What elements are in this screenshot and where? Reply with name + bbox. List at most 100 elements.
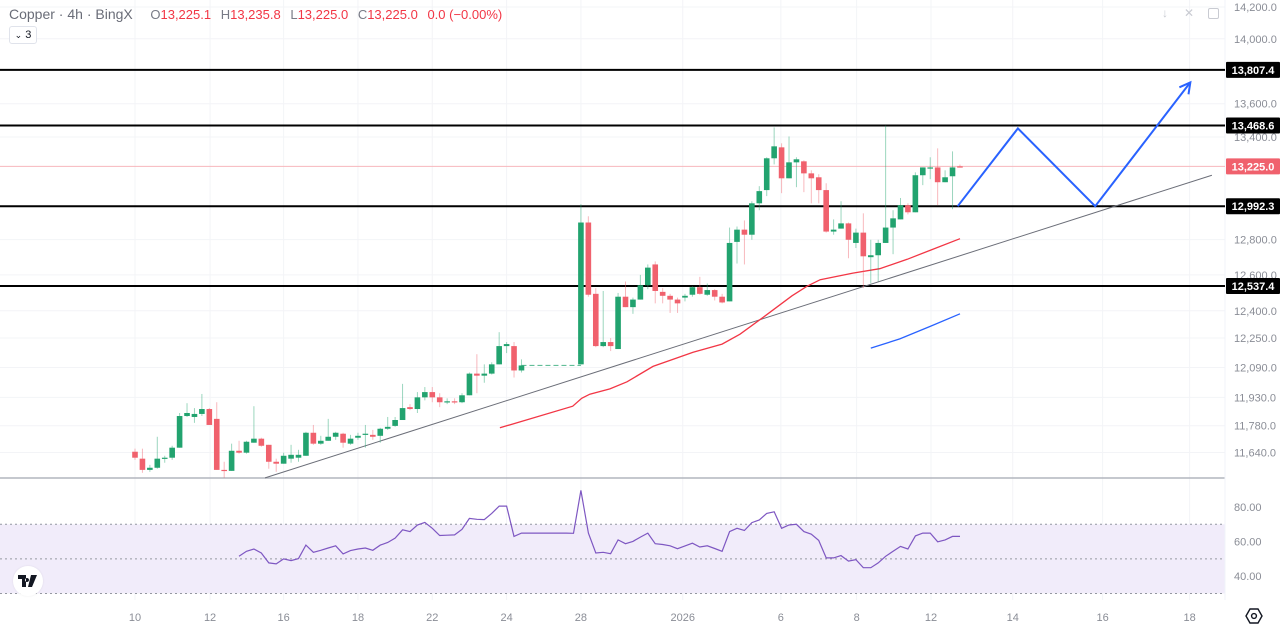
candle xyxy=(734,226,740,264)
candle-body xyxy=(503,344,510,347)
time-tick-label: 24 xyxy=(500,612,512,624)
candle-body xyxy=(436,397,443,403)
candle-body xyxy=(830,229,837,232)
time-tick-label: 22 xyxy=(426,612,438,624)
candle xyxy=(332,431,339,440)
time-axis[interactable]: 10 12 16 18 22 24 28 2026 6 8 12 14 16 18 xyxy=(129,612,1196,624)
candle xyxy=(429,387,436,403)
level-price-label-bg xyxy=(1226,61,1280,78)
candle xyxy=(251,406,257,443)
price-tick-label: 13,400.0 xyxy=(1234,132,1277,144)
close-label: C xyxy=(357,7,368,22)
time-tick-label: 18 xyxy=(352,612,364,624)
candle-body xyxy=(942,177,948,183)
candle xyxy=(801,160,807,193)
candle-body xyxy=(362,433,369,435)
level-price-label-bg xyxy=(1226,117,1280,134)
candle-body xyxy=(459,395,465,403)
chevron-down-icon: ⌄ xyxy=(14,29,23,40)
candle xyxy=(592,288,599,348)
indicators-toggle-button[interactable]: ⌄ 3 xyxy=(9,26,37,44)
candle-body xyxy=(763,158,770,191)
candle-body xyxy=(919,167,926,176)
candle-body xyxy=(741,229,748,235)
candle xyxy=(370,429,376,440)
candle-body xyxy=(652,264,659,291)
candle xyxy=(295,449,302,462)
candle xyxy=(325,418,332,441)
candle-body xyxy=(206,409,213,425)
candle-body xyxy=(466,373,473,396)
candle xyxy=(771,127,777,165)
candle-body xyxy=(778,147,785,179)
candle xyxy=(347,434,354,445)
candle xyxy=(815,174,822,204)
candle xyxy=(659,288,666,304)
candle-body xyxy=(823,190,829,232)
low-value: 13,225.0 xyxy=(297,7,349,22)
candle xyxy=(845,222,852,259)
time-tick-label: 16 xyxy=(278,612,290,624)
candle xyxy=(630,297,636,314)
candle-body xyxy=(659,291,666,296)
candle xyxy=(830,219,837,235)
candle xyxy=(399,383,406,421)
pane-controls: ↓ ✕ xyxy=(1156,4,1222,22)
price-tick-label: 11,780.0 xyxy=(1234,421,1276,433)
candle xyxy=(488,362,495,375)
close-value: 13,225.0 xyxy=(367,7,418,22)
candle-body xyxy=(295,454,302,458)
arrow-down-icon[interactable]: ↓ xyxy=(1162,6,1168,20)
time-tick-label: 10 xyxy=(129,612,141,624)
candle-body xyxy=(667,295,673,300)
candle-body xyxy=(734,229,740,242)
rsi-tick-label: 60.00 xyxy=(1234,537,1262,549)
candle-body xyxy=(845,223,852,240)
price-axis[interactable]: 14,200.0 14,000.0 13,600.0 13,400.0 12,800.0… xyxy=(1234,2,1277,459)
candle xyxy=(823,183,829,233)
price-tick-label: 12,090.0 xyxy=(1234,362,1277,374)
horizontal-levels[interactable] xyxy=(0,68,1225,288)
tradingview-logo[interactable]: TV xyxy=(13,566,43,596)
candle-body xyxy=(347,438,354,444)
candle-body xyxy=(444,401,450,403)
candle-body xyxy=(496,346,502,365)
level-price-label: 12,537.4 xyxy=(1232,281,1276,293)
candle xyxy=(578,204,584,365)
candle xyxy=(288,444,294,463)
rsi-tick-label: 40.00 xyxy=(1234,571,1262,583)
candle xyxy=(741,220,748,265)
collapse-icon[interactable]: ✕ xyxy=(1183,6,1195,20)
rsi-axis[interactable]: 80.00 60.00 40.00 xyxy=(1234,502,1262,583)
candle-body xyxy=(325,436,332,441)
price-tick-label: 14,000.0 xyxy=(1234,34,1277,46)
candle xyxy=(414,392,421,413)
settings-icon[interactable] xyxy=(1245,607,1263,625)
candle-body xyxy=(340,433,346,443)
candle-body xyxy=(756,191,763,204)
candle-body xyxy=(176,416,183,448)
maximize-icon[interactable] xyxy=(1204,4,1222,22)
projection-path[interactable] xyxy=(956,80,1192,208)
candle-body xyxy=(169,447,175,458)
candle xyxy=(436,393,443,408)
candle xyxy=(481,364,488,383)
candle xyxy=(221,461,227,478)
candle-body xyxy=(882,227,889,243)
candle xyxy=(778,143,785,194)
candle-body xyxy=(711,290,718,297)
projection-line[interactable] xyxy=(956,81,1192,208)
candle xyxy=(318,435,324,445)
candle-body xyxy=(288,454,294,459)
change-value: 0.0 (−0.00%) xyxy=(427,7,503,22)
candle xyxy=(652,261,659,304)
candle xyxy=(689,286,696,297)
candle-body xyxy=(689,287,696,295)
candle xyxy=(793,157,800,188)
trendline[interactable] xyxy=(264,174,1213,479)
symbol-title[interactable]: Copper · 4h · BingX xyxy=(9,6,133,22)
candle-body xyxy=(310,432,317,444)
candle-body xyxy=(422,392,428,398)
candle-body xyxy=(704,290,711,295)
